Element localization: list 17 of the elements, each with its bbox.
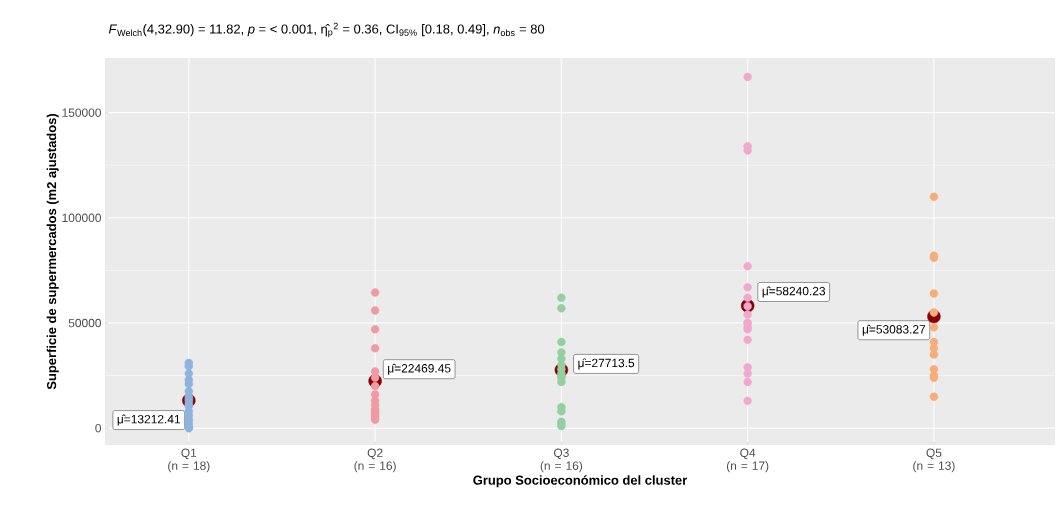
- y-tick-label: 0: [95, 423, 102, 433]
- data-label: μ̂=27713.5: [578, 358, 635, 370]
- y-tick-label: 100000: [62, 213, 102, 223]
- data-label: μ̂=53083.27: [862, 324, 926, 336]
- x-tick-label: Q3 (n = 16): [540, 448, 583, 473]
- chart-title: F$_{Welch}$(4,32.90) = 11.82, p = < 0.001, η̂$_{p}$$^{2}$ = 0.36, CI$_{95%}$ [0.18, 0.49], n$_{obs}$ = 80: [108, 22, 545, 38]
- y-tick-label: 150000: [62, 108, 102, 117]
- y-tick-label: 50000: [68, 318, 102, 328]
- data-label: μ̂=58240.23: [762, 286, 826, 298]
- y-axis-title: Superficie de supermercados (m2 ajustados): [46, 113, 59, 390]
- x-tick-label: Q5 (n = 13): [913, 448, 955, 473]
- x-tick-label: Q2 (n = 16): [354, 448, 396, 473]
- x-axis-title: Grupo Socioeconómico del cluster: [473, 475, 688, 488]
- data-label: μ̂=22469.45: [388, 363, 451, 375]
- x-tick-label: Q4 (n = 17): [726, 448, 769, 473]
- x-tick-label: Q1 (n = 18): [168, 448, 210, 473]
- data-label: μ̂=13212.41: [117, 414, 181, 426]
